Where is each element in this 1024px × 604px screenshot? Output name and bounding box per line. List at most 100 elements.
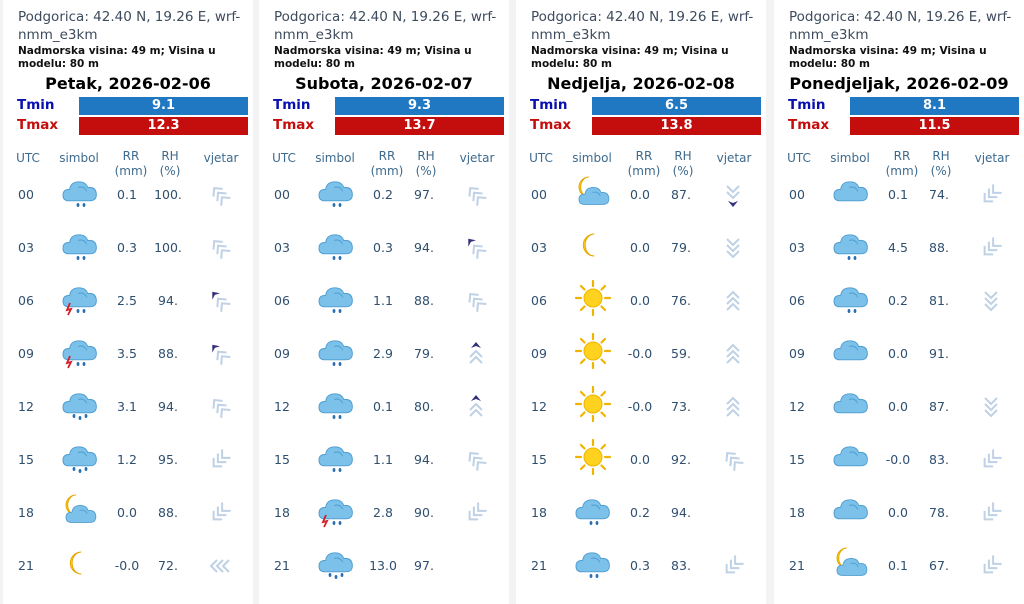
cloud-drizzle-icon <box>316 386 356 422</box>
utc-hour: 09 <box>18 346 34 361</box>
tmax-bar: 13.7 <box>335 117 504 135</box>
humidity: 73. <box>671 399 691 414</box>
wind-arrow-icon <box>718 233 748 263</box>
cloud-icon <box>831 386 871 422</box>
wind-arrow-icon <box>205 551 235 581</box>
rain-amount: 0.0 <box>630 293 650 308</box>
utc-hour: 12 <box>274 399 290 414</box>
wind-arrow-icon <box>718 339 748 369</box>
wind-arrow-icon <box>976 180 1006 210</box>
tmin-label: Tmin <box>17 97 55 113</box>
humidity: 100. <box>154 240 182 255</box>
moon-cloud-icon <box>831 545 871 581</box>
wind-arrow-icon <box>718 392 748 422</box>
utc-hour: 15 <box>531 452 547 467</box>
rain-amount: 0.1 <box>373 399 393 414</box>
wind-arrow-icon <box>976 551 1006 581</box>
rain-amount: 0.2 <box>630 505 650 520</box>
col-header-utc: UTC <box>16 151 40 165</box>
humidity: 88. <box>158 505 178 520</box>
moon-cloud-icon <box>573 174 613 210</box>
rain-amount: 0.1 <box>888 187 908 202</box>
humidity: 88. <box>414 293 434 308</box>
day-column: Podgorica: 42.40 N, 19.26 E, wrf-nmm_e3k… <box>774 0 1024 604</box>
col-header-wind: vjetar <box>716 151 752 165</box>
tmin-label: Tmin <box>788 97 826 113</box>
cloud-drizzle-icon <box>573 545 613 581</box>
wind-arrow-icon <box>205 392 235 422</box>
utc-hour: 21 <box>274 558 290 573</box>
col-header-symbol: simbol <box>830 151 870 165</box>
wind-arrow-icon <box>718 180 748 210</box>
rain-amount: -0.0 <box>627 399 653 414</box>
utc-hour: 12 <box>531 399 547 414</box>
day-date: Ponedjeljak, 2026-02-09 <box>789 74 1009 93</box>
col-header-rr: RR (mm) <box>370 149 404 178</box>
tmax-bar: 13.8 <box>592 117 761 135</box>
humidity: 97. <box>414 558 434 573</box>
cloud-icon <box>831 174 871 210</box>
rain-amount: 0.1 <box>117 187 137 202</box>
tmax-bar: 12.3 <box>79 117 248 135</box>
rain-amount: 0.0 <box>630 452 650 467</box>
utc-hour: 00 <box>18 187 34 202</box>
cloud-icon <box>831 492 871 528</box>
cloud-drizzle-icon <box>316 280 356 316</box>
cloud-thunder-rain-icon <box>60 333 100 369</box>
tmax-label: Tmax <box>17 117 59 133</box>
cloud-rain-icon <box>60 386 100 422</box>
wind-arrow-icon <box>718 286 748 316</box>
utc-hour: 00 <box>531 187 547 202</box>
wind-arrow-icon <box>461 392 491 422</box>
wind-arrow-icon <box>718 551 748 581</box>
utc-hour: 06 <box>531 293 547 308</box>
tmax-bar: 11.5 <box>850 117 1019 135</box>
tmax-label: Tmax <box>788 117 830 133</box>
cloud-icon <box>831 333 871 369</box>
rain-amount: -0.0 <box>114 558 140 573</box>
utc-hour: 15 <box>789 452 805 467</box>
cloud-drizzle-icon <box>60 174 100 210</box>
cloud-drizzle-icon <box>831 227 871 263</box>
col-header-wind: vjetar <box>459 151 495 165</box>
humidity: 88. <box>929 240 949 255</box>
cloud-drizzle-icon <box>316 333 356 369</box>
tmin-bar: 8.1 <box>850 97 1019 115</box>
utc-hour: 21 <box>531 558 547 573</box>
utc-hour: 03 <box>18 240 34 255</box>
wind-arrow-icon <box>976 445 1006 475</box>
humidity: 74. <box>929 187 949 202</box>
col-header-rh: RH (%) <box>415 149 437 178</box>
day-date: Petak, 2026-02-06 <box>45 74 211 93</box>
rain-amount: 1.2 <box>117 452 137 467</box>
rain-amount: -0.0 <box>885 452 911 467</box>
utc-hour: 00 <box>789 187 805 202</box>
humidity: 100. <box>154 187 182 202</box>
rain-amount: 3.1 <box>117 399 137 414</box>
humidity: 87. <box>671 187 691 202</box>
sun-icon <box>573 386 613 422</box>
cloud-rain-icon <box>60 439 100 475</box>
utc-hour: 06 <box>18 293 34 308</box>
utc-hour: 15 <box>274 452 290 467</box>
wind-arrow-icon <box>205 180 235 210</box>
wind-arrow-icon <box>976 233 1006 263</box>
utc-hour: 15 <box>18 452 34 467</box>
tmin-label: Tmin <box>530 97 568 113</box>
wind-arrow-icon <box>461 339 491 369</box>
altitude-info: Nadmorska visina: 49 m; Visina u modelu:… <box>18 45 216 70</box>
utc-hour: 09 <box>274 346 290 361</box>
wind-arrow-icon <box>461 445 491 475</box>
col-header-symbol: simbol <box>572 151 612 165</box>
humidity: 88. <box>158 346 178 361</box>
location-title: Podgorica: 42.40 N, 19.26 E, wrf-nmm_e3k… <box>18 9 241 43</box>
utc-hour: 18 <box>789 505 805 520</box>
wind-arrow-icon <box>976 286 1006 316</box>
cloud-icon <box>831 439 871 475</box>
location-title: Podgorica: 42.40 N, 19.26 E, wrf-nmm_e3k… <box>274 9 497 43</box>
utc-hour: 06 <box>274 293 290 308</box>
tmin-bar: 9.3 <box>335 97 504 115</box>
rain-amount: -0.0 <box>627 346 653 361</box>
humidity: 59. <box>671 346 691 361</box>
utc-hour: 21 <box>789 558 805 573</box>
